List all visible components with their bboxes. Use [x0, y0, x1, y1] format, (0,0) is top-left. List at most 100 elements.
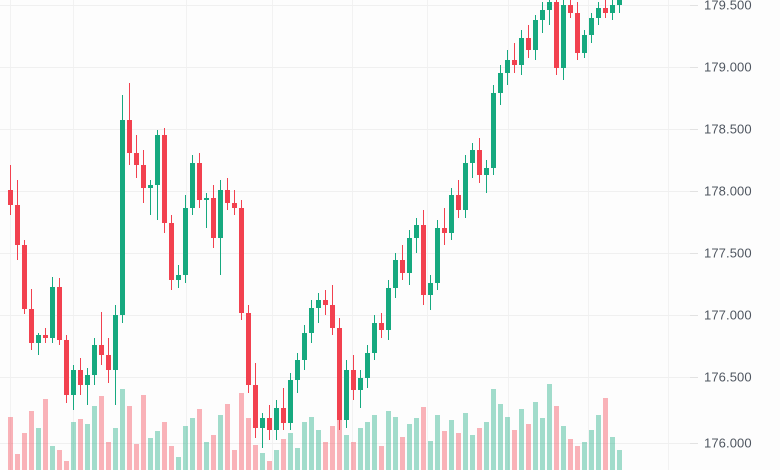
- volume-bar: [211, 435, 216, 470]
- candle-body: [596, 7, 601, 18]
- candle-wick: [318, 292, 319, 323]
- candle-wick: [101, 311, 102, 366]
- price-axis[interactable]: 179.500 179.000 178.500 178.000 177.500 177.0…: [690, 0, 780, 470]
- volume-bar: [43, 399, 48, 470]
- candle-body: [99, 345, 104, 356]
- volume-bar: [155, 431, 160, 470]
- candle-wick: [619, 0, 620, 13]
- candlestick: [512, 0, 517, 470]
- candlestick: [148, 0, 153, 470]
- candle-body: [512, 60, 517, 66]
- candlestick: [295, 0, 300, 470]
- volume-bar: [463, 412, 468, 470]
- candle-body: [15, 205, 20, 246]
- candle-body: [120, 120, 125, 316]
- volume-bar: [358, 427, 363, 470]
- candlestick: [113, 0, 118, 470]
- candle-body: [267, 417, 272, 431]
- candle-body: [225, 190, 230, 203]
- candle-body: [344, 370, 349, 421]
- volume-bar: [519, 409, 524, 470]
- candlestick: [22, 0, 27, 470]
- candle-body: [190, 162, 195, 208]
- candlestick: [281, 0, 286, 470]
- candle-body: [386, 287, 391, 331]
- candlestick: [449, 0, 454, 470]
- candlestick: [617, 0, 622, 470]
- candle-body: [113, 315, 118, 371]
- candle-wick: [262, 412, 263, 448]
- candlestick: [36, 0, 41, 470]
- candlestick: [498, 0, 503, 470]
- candle-wick: [444, 207, 445, 246]
- candle-body: [533, 20, 538, 51]
- candlestick: [323, 0, 328, 470]
- candlestick: [155, 0, 160, 470]
- gridline-horizontal: [0, 67, 690, 68]
- volume-bar: [379, 446, 384, 470]
- candle-body: [435, 227, 440, 283]
- candle-body: [281, 407, 286, 423]
- candle-wick: [45, 327, 46, 343]
- candlestick: [274, 0, 279, 470]
- volume-bar: [162, 422, 167, 470]
- price-axis-tick: [690, 129, 698, 130]
- candle-body: [400, 260, 405, 273]
- gridline-vertical: [588, 0, 589, 470]
- volume-bar: [330, 425, 335, 470]
- candle-body: [449, 195, 454, 233]
- candlestick: [43, 0, 48, 470]
- volume-bar: [204, 442, 209, 470]
- candlestick: [575, 0, 580, 470]
- volume-bar: [29, 411, 34, 470]
- candlestick: [491, 0, 496, 470]
- candle-body: [582, 35, 587, 53]
- candlestick: [337, 0, 342, 470]
- volume-bar: [134, 444, 139, 470]
- volume-bar: [365, 422, 370, 470]
- candle-body: [491, 92, 496, 168]
- volume-bar: [617, 449, 622, 470]
- volume-bar: [302, 422, 307, 470]
- candlestick: [505, 0, 510, 470]
- volume-bar: [498, 403, 503, 470]
- candlestick: [407, 0, 412, 470]
- candlestick: [15, 0, 20, 470]
- candlestick: [190, 0, 195, 470]
- candle-body: [526, 37, 531, 51]
- candle-body: [407, 237, 412, 273]
- candle-wick: [38, 332, 39, 356]
- candle-body: [498, 72, 503, 93]
- price-plot-area[interactable]: [0, 0, 690, 470]
- candlestick: [204, 0, 209, 470]
- candlestick: [162, 0, 167, 470]
- candlestick: [50, 0, 55, 470]
- volume-bar: [505, 416, 510, 470]
- candle-body: [323, 300, 328, 306]
- candle-body: [568, 5, 573, 13]
- gridline-vertical: [352, 0, 353, 470]
- candlestick: [603, 0, 608, 470]
- volume-bar: [470, 435, 475, 470]
- candle-wick: [549, 0, 550, 26]
- candle-body: [351, 370, 356, 391]
- candle-body: [428, 282, 433, 296]
- candle-wick: [234, 190, 235, 216]
- candlestick: [386, 0, 391, 470]
- candle-body: [155, 135, 160, 186]
- candlestick: [519, 0, 524, 470]
- candlestick: [428, 0, 433, 470]
- volume-bar: [148, 437, 153, 470]
- candlestick: [358, 0, 363, 470]
- candle-body: [176, 275, 181, 281]
- volume-bar: [113, 427, 118, 470]
- volume-bar: [547, 383, 552, 470]
- volume-bar: [386, 411, 391, 470]
- volume-bar: [169, 446, 174, 470]
- candle-body: [239, 207, 244, 313]
- candlestick: [414, 0, 419, 470]
- candle-body: [519, 37, 524, 66]
- candlestick: [596, 0, 601, 470]
- volume-bar: [253, 445, 258, 470]
